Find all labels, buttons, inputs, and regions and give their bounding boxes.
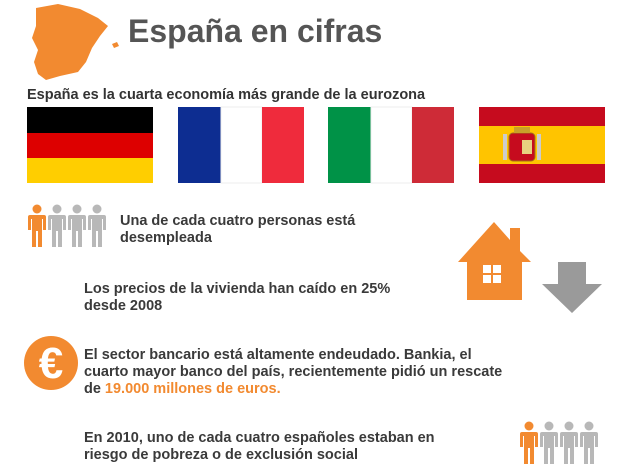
flag-germany <box>27 107 153 183</box>
person-icon <box>520 421 538 464</box>
person-icon <box>48 204 66 247</box>
facts: Una de cada cuatro personas estádesemple… <box>84 213 502 463</box>
fact-line: cuarto mayor banco del país, recientemen… <box>84 364 502 380</box>
fact-text: Los precios de la vivienda han caído en … <box>84 281 390 297</box>
person-icon <box>88 204 106 247</box>
fact-text: riesgo de pobreza o de exclusión social <box>84 447 358 463</box>
fact-text: desempleada <box>120 230 213 246</box>
fact-line: desempleada <box>120 230 213 246</box>
flag-spain <box>479 107 605 183</box>
fact-line: riesgo de pobreza o de exclusión social <box>84 447 358 463</box>
fact-text: El sector bancario está altamente endeud… <box>84 347 472 363</box>
person-icon <box>68 204 86 247</box>
fact-text: desde 2008 <box>84 298 162 314</box>
person-icon <box>540 421 558 464</box>
fact-line: Los precios de la vivienda han caído en … <box>84 281 390 297</box>
fact-highlight: 19.000 millones de euros. <box>105 381 281 397</box>
person-icon <box>580 421 598 464</box>
person-icon <box>28 204 46 247</box>
person-icon <box>560 421 578 464</box>
fact-line: El sector bancario está altamente endeud… <box>84 347 472 363</box>
fact-text: En 2010, uno de cada cuatro españoles es… <box>84 430 435 446</box>
house-icon <box>458 222 531 300</box>
flag-italy <box>328 106 454 184</box>
flag-france <box>178 106 304 184</box>
subtitle: España es la cuarta economía más grande … <box>27 87 426 103</box>
fact-line: de 19.000 millones de euros. <box>84 381 281 397</box>
euro-symbol: € <box>39 339 63 388</box>
fact-text: de <box>84 381 101 397</box>
fact-line: Una de cada cuatro personas está <box>120 213 356 229</box>
spain-map <box>32 4 119 80</box>
title: España en cifras <box>128 13 382 49</box>
down-arrow <box>542 262 602 313</box>
fact-line: desde 2008 <box>84 298 162 314</box>
fact-line: En 2010, uno de cada cuatro españoles es… <box>84 430 435 446</box>
euro-icon: € <box>24 336 78 390</box>
fact-text: cuarto mayor banco del país, recientemen… <box>84 364 502 380</box>
fact-text: Una de cada cuatro personas está <box>120 213 356 229</box>
